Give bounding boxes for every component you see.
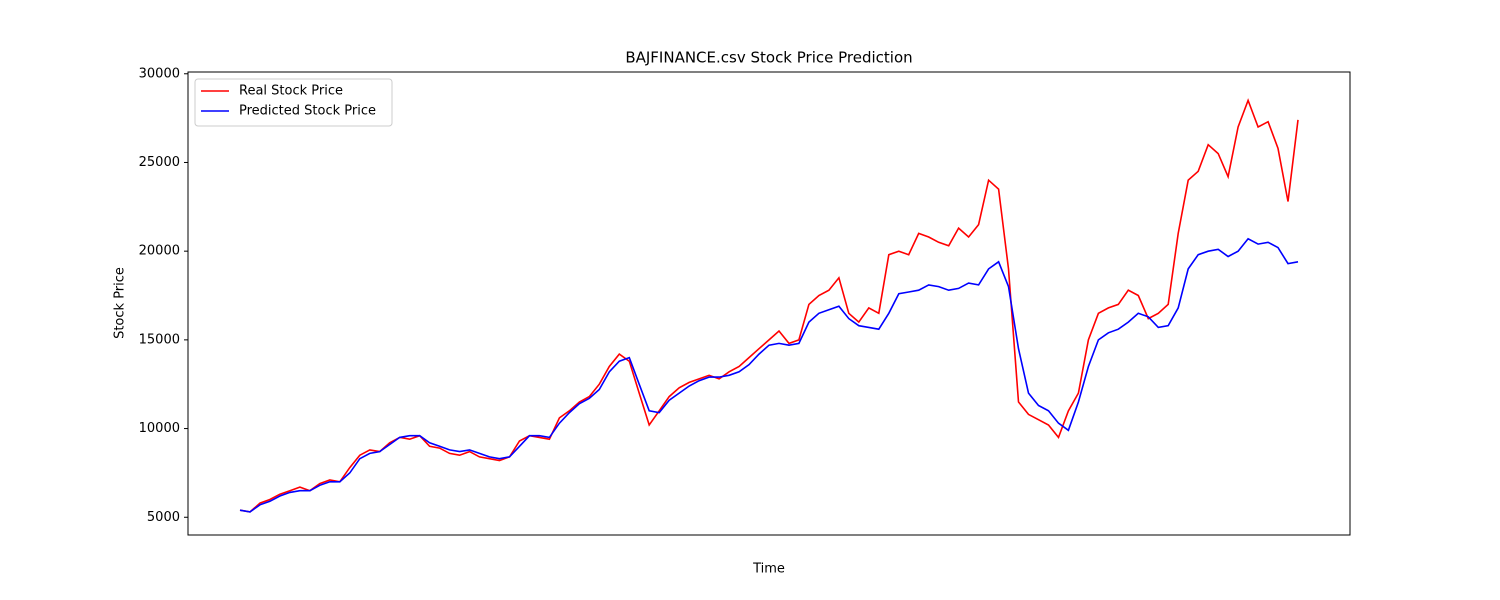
series-line: [239, 98, 1299, 513]
x-axis-label: Time: [752, 562, 785, 577]
y-tick-label: 5000: [147, 510, 180, 525]
y-tick-label: 20000: [139, 244, 180, 259]
y-tick-label: 15000: [139, 332, 180, 347]
y-tick-label: 25000: [139, 155, 180, 170]
y-axis-label: Stock Price: [113, 267, 128, 339]
chart-title: BAJFINANCE.csv Stock Price Prediction: [625, 49, 912, 67]
legend-label: Real Stock Price: [239, 84, 343, 99]
y-tick-label: 30000: [139, 66, 180, 81]
series-line: [239, 237, 1299, 513]
legend-label: Predicted Stock Price: [239, 104, 376, 119]
legend-box: [194, 78, 393, 127]
plot-frame: [187, 71, 1351, 536]
y-tick-label: 10000: [139, 421, 180, 436]
